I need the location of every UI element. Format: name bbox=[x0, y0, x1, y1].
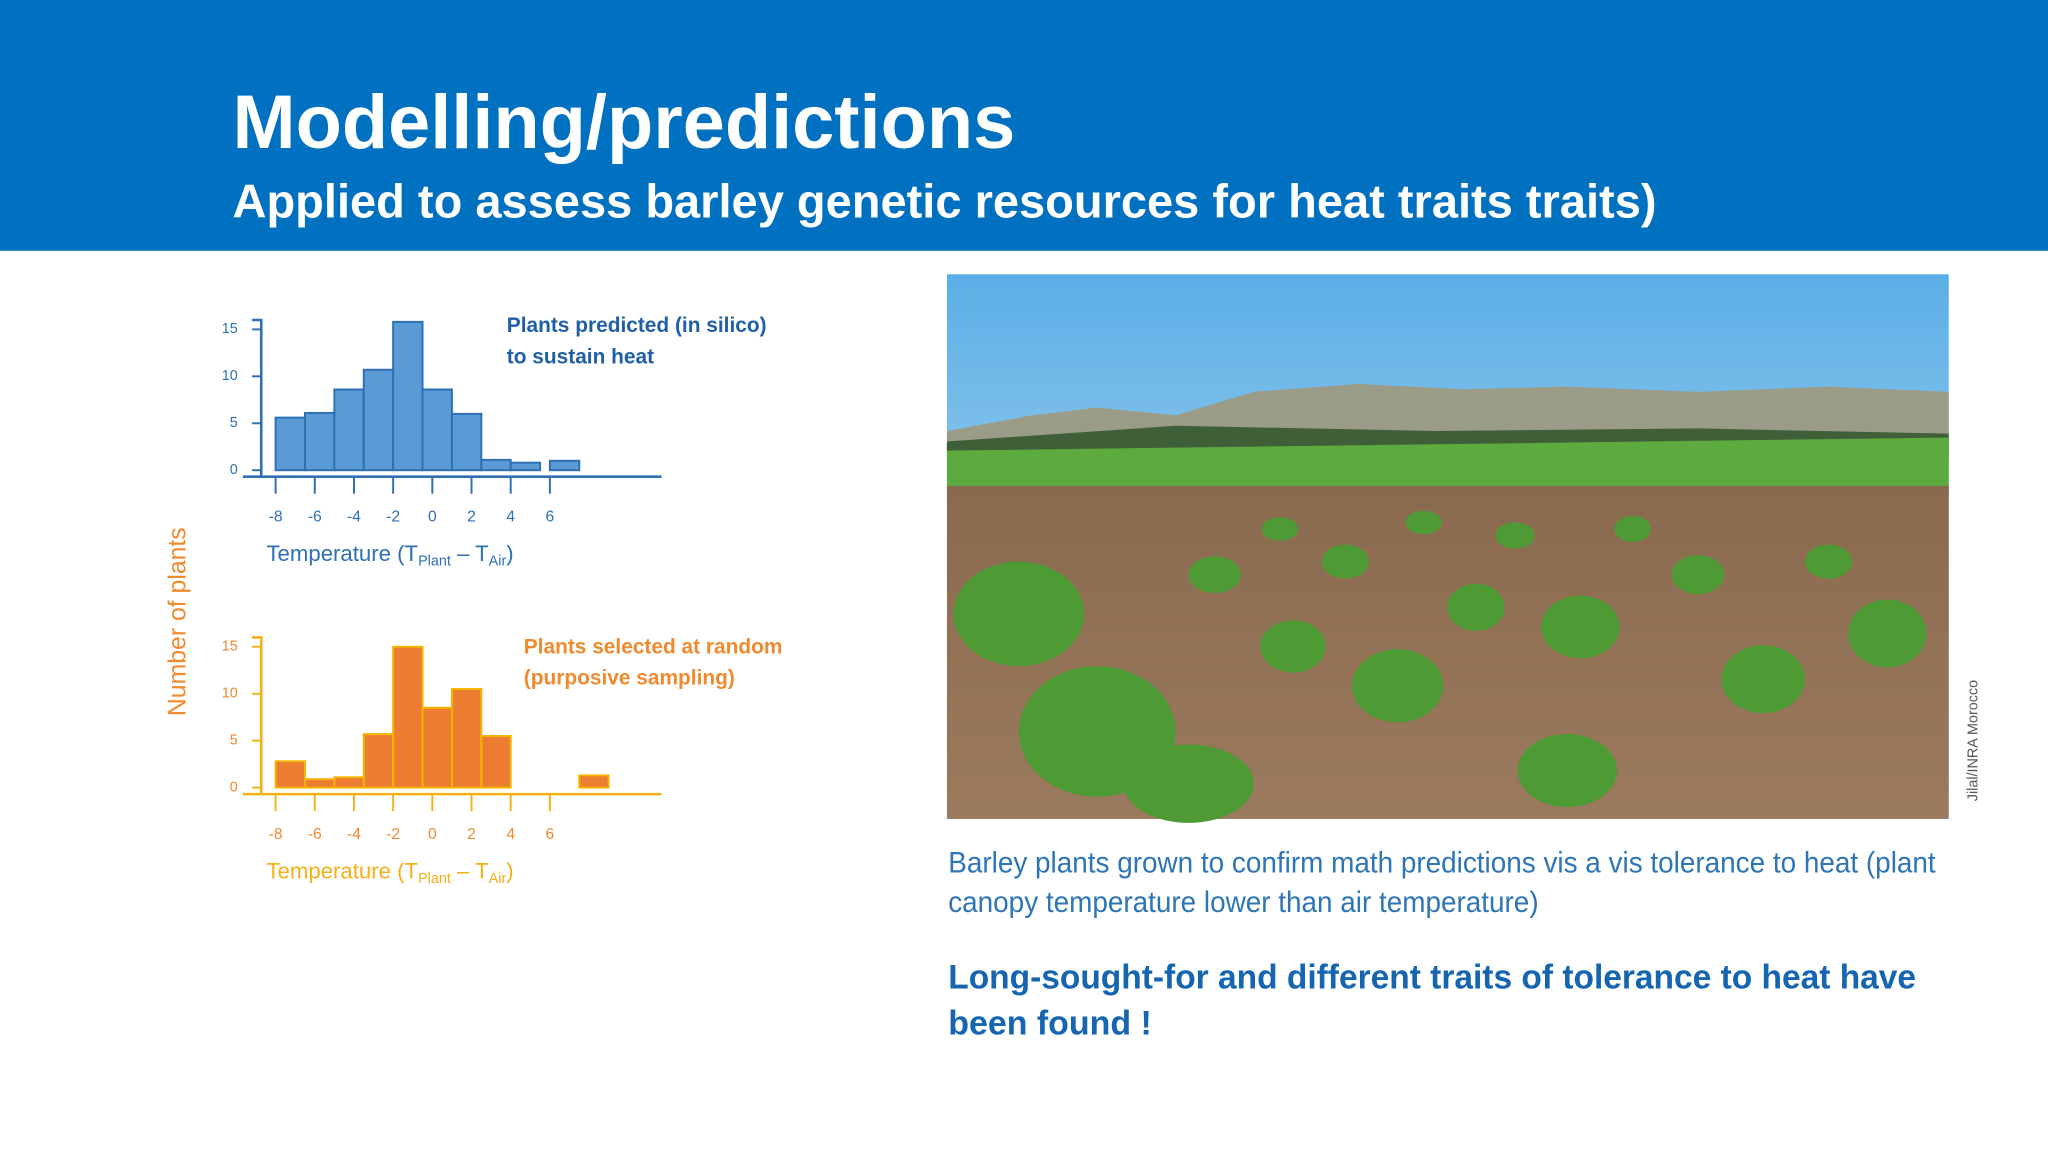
x-axis-label-part: – T bbox=[451, 858, 489, 883]
caption-line: Barley plants grown to confirm math pred… bbox=[948, 847, 1936, 880]
annotation: Plants predicted (in silico) bbox=[507, 314, 767, 337]
photo bbox=[946, 274, 1949, 823]
y-axis bbox=[242, 636, 263, 796]
x-tick-label: 2 bbox=[467, 826, 476, 843]
histogram-bar bbox=[450, 688, 483, 789]
header-band bbox=[0, 0, 2048, 251]
annotation: Plants selected at random bbox=[524, 635, 783, 658]
x-axis-label-part: ) bbox=[506, 541, 513, 566]
x-tick-label: -8 bbox=[269, 826, 283, 843]
x-axis-label: Temperature (TPlant – TAir) bbox=[266, 858, 513, 886]
y-tick-label: 15 bbox=[222, 321, 238, 337]
x-axis-label-subscript: Plant bbox=[418, 553, 451, 569]
x-axis-label-part: ) bbox=[506, 858, 513, 883]
x-tick-label: 4 bbox=[506, 508, 515, 525]
conclusion-line: Long-sought-for and different traits of … bbox=[948, 959, 1916, 997]
histogram-bar bbox=[274, 416, 306, 472]
x-axis-label-subscript: Air bbox=[489, 553, 507, 569]
y-axis-label: Number of plants bbox=[164, 527, 191, 716]
x-axis-label-subscript: Air bbox=[489, 871, 507, 887]
histogram-bar bbox=[480, 734, 512, 789]
x-tick-label: -4 bbox=[347, 508, 361, 525]
x-tick-label: 0 bbox=[428, 826, 437, 843]
histogram-bar bbox=[548, 459, 581, 472]
histogram-bar bbox=[333, 388, 365, 472]
histogram-bar bbox=[333, 776, 365, 789]
histogram-bar bbox=[362, 368, 395, 472]
histogram-bar bbox=[509, 461, 542, 472]
y-tick-label: 5 bbox=[230, 732, 238, 748]
x-tick-label: -8 bbox=[269, 508, 283, 525]
y-tick-label: 10 bbox=[222, 686, 238, 702]
x-axis-label-part: – T bbox=[451, 541, 489, 566]
histogram-bar bbox=[578, 774, 610, 789]
histogram-bar bbox=[362, 733, 395, 789]
x-tick-label: 2 bbox=[467, 508, 476, 525]
title: Modelling/predictions bbox=[232, 80, 1015, 165]
y-tick-label: 5 bbox=[230, 415, 238, 431]
x-tick-label: -2 bbox=[386, 826, 400, 843]
x-tick-label: 0 bbox=[428, 508, 437, 525]
histogram-bar bbox=[421, 388, 453, 472]
histogram-bar bbox=[303, 778, 336, 789]
y-axis bbox=[242, 318, 263, 479]
x-tick-label: -6 bbox=[308, 826, 322, 843]
y-tick-label: 15 bbox=[222, 639, 238, 655]
x-tick-label: 4 bbox=[506, 826, 515, 843]
x-axis-label-part: Temperature (T bbox=[266, 858, 418, 883]
x-axis-label-subscript: Plant bbox=[418, 871, 451, 887]
histogram-bar bbox=[274, 760, 306, 789]
y-tick-label: 10 bbox=[222, 368, 238, 384]
x-tick-label: -2 bbox=[386, 508, 400, 525]
histogram-bar bbox=[450, 412, 483, 472]
x-tick-label: -6 bbox=[308, 508, 322, 525]
x-tick-label: 6 bbox=[546, 508, 555, 525]
histogram-bar bbox=[392, 645, 424, 789]
y-tick-label: 0 bbox=[230, 462, 238, 478]
caption-line: canopy temperature lower than air temper… bbox=[948, 886, 1538, 919]
annotation: to sustain heat bbox=[507, 345, 654, 368]
histogram-bar bbox=[421, 706, 453, 789]
y-tick-label: 0 bbox=[230, 779, 238, 795]
annotation: (purposive sampling) bbox=[524, 667, 735, 690]
subtitle: Applied to assess barley genetic resourc… bbox=[232, 174, 1656, 227]
x-tick-label: 6 bbox=[546, 826, 555, 843]
histogram-bar bbox=[303, 411, 336, 472]
x-axis-label-part: Temperature (T bbox=[266, 541, 418, 566]
histogram-bar bbox=[392, 320, 424, 472]
x-axis-label: Temperature (TPlant – TAir) bbox=[266, 541, 513, 569]
photo-credit: Jilal/INRA Morocco bbox=[1965, 680, 1981, 801]
x-tick-label: -4 bbox=[347, 826, 361, 843]
histogram-bar bbox=[480, 458, 512, 472]
conclusion-line: been found ! bbox=[948, 1004, 1152, 1042]
